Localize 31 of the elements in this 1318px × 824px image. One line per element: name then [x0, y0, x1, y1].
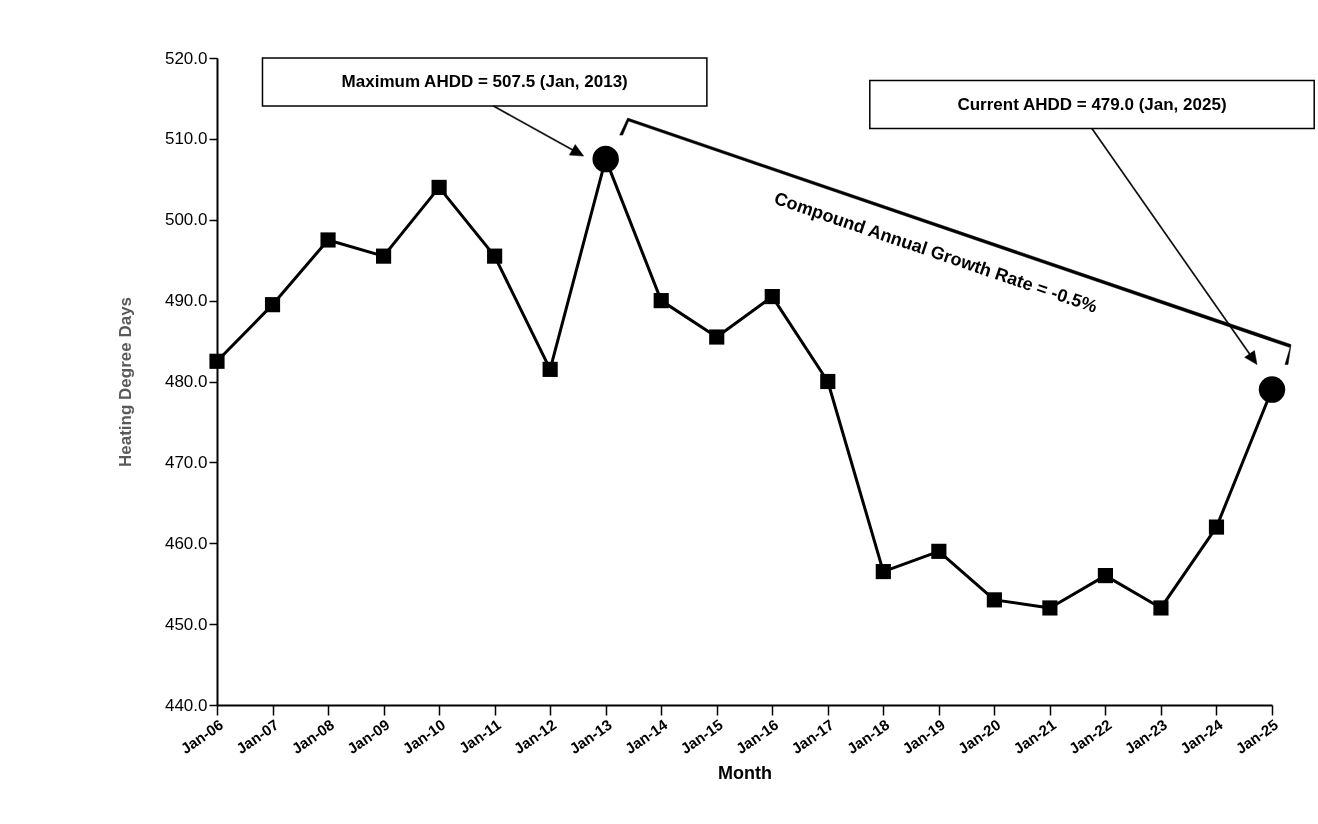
point — [1042, 600, 1058, 616]
point — [875, 563, 891, 580]
y-tick-label: 490.0 — [164, 291, 208, 311]
point — [431, 179, 447, 195]
y-tick-label: 510.0 — [164, 129, 208, 149]
point — [764, 289, 780, 305]
point — [209, 353, 225, 369]
y-tick-label: 500.0 — [164, 210, 208, 230]
point — [376, 248, 392, 264]
point — [709, 329, 725, 345]
y-tick-label: 470.0 — [164, 452, 208, 472]
y-tick-label: 480.0 — [164, 372, 208, 391]
point — [931, 543, 947, 559]
point — [1153, 600, 1169, 616]
annotation: Maximum AHDD = 507.5 (Jan, 2013) — [341, 72, 628, 92]
point — [264, 297, 281, 313]
point — [986, 592, 1002, 608]
y-tick-label: 520.0 — [164, 48, 208, 68]
point — [820, 373, 836, 390]
point — [1097, 568, 1113, 584]
annotation: Current AHDD = 479.0 (Jan, 2025) — [957, 94, 1227, 114]
point — [1208, 519, 1225, 535]
point — [653, 293, 669, 309]
y-tick-label: 450.0 — [164, 614, 208, 634]
point — [542, 361, 558, 377]
y-tick-label: 460.0 — [164, 533, 208, 553]
y-tick-label: 440.0 — [164, 695, 208, 715]
point — [487, 248, 503, 264]
y-axis-title: Heating Degree Days — [115, 296, 135, 468]
x-axis-title: Month — [718, 763, 772, 784]
point — [320, 232, 336, 248]
